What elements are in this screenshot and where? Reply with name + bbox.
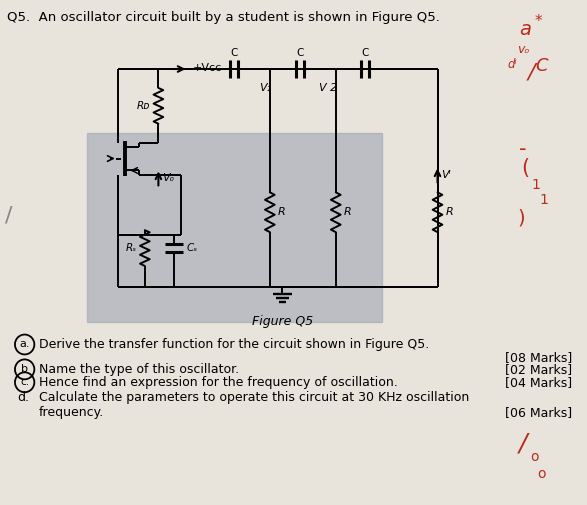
Text: a: a <box>519 20 531 39</box>
Text: 1: 1 <box>539 193 549 207</box>
Text: b: b <box>21 364 28 374</box>
Text: o: o <box>537 467 545 481</box>
Text: R: R <box>446 207 453 217</box>
Text: R: R <box>343 207 351 217</box>
Text: ): ) <box>517 209 525 228</box>
Text: Name the type of this oscillator.: Name the type of this oscillator. <box>39 363 239 376</box>
Bar <box>87 133 382 322</box>
Text: C: C <box>296 48 303 58</box>
Text: C: C <box>535 57 548 75</box>
Text: frequency.: frequency. <box>39 406 104 419</box>
Text: /: / <box>528 63 535 83</box>
Text: [04 Marks]: [04 Marks] <box>505 376 572 389</box>
Text: Vⁱ: Vⁱ <box>441 170 451 180</box>
Text: V 2: V 2 <box>319 83 337 93</box>
Text: Cₛ: Cₛ <box>187 243 198 253</box>
Text: Calculate the parameters to operate this circuit at 30 KHz oscillation: Calculate the parameters to operate this… <box>39 391 470 403</box>
Text: Hence find an expression for the frequency of oscillation.: Hence find an expression for the frequen… <box>39 376 398 389</box>
Text: o: o <box>530 450 539 464</box>
Text: R: R <box>278 207 285 217</box>
Text: /: / <box>518 432 527 456</box>
Text: [08 Marks]: [08 Marks] <box>505 351 572 364</box>
Text: dⁱ: dⁱ <box>507 58 517 71</box>
Text: [02 Marks]: [02 Marks] <box>505 363 572 376</box>
Text: +Vcc: +Vcc <box>193 63 221 73</box>
Text: -: - <box>519 138 527 159</box>
Text: vₒ: vₒ <box>518 42 530 56</box>
Text: Figure Q5: Figure Q5 <box>252 315 313 328</box>
Text: *: * <box>535 14 542 29</box>
Text: (: ( <box>522 159 529 178</box>
Text: /: / <box>5 205 13 225</box>
Text: [06 Marks]: [06 Marks] <box>505 406 572 419</box>
Text: V₁: V₁ <box>259 83 271 93</box>
Text: c.: c. <box>20 377 29 387</box>
Text: 1: 1 <box>531 178 540 192</box>
Text: Rₛ: Rₛ <box>126 243 137 253</box>
Text: Vₒ: Vₒ <box>162 173 174 183</box>
Text: C: C <box>230 48 238 58</box>
Text: Derive the transfer function for the circuit shown in Figure Q5.: Derive the transfer function for the cir… <box>39 338 430 351</box>
Text: Rᴅ: Rᴅ <box>137 101 151 111</box>
Text: Q5.  An oscillator circuit built by a student is shown in Figure Q5.: Q5. An oscillator circuit built by a stu… <box>7 11 440 24</box>
Text: a.: a. <box>19 339 30 349</box>
Text: C: C <box>361 48 369 58</box>
Text: d.: d. <box>17 391 29 403</box>
